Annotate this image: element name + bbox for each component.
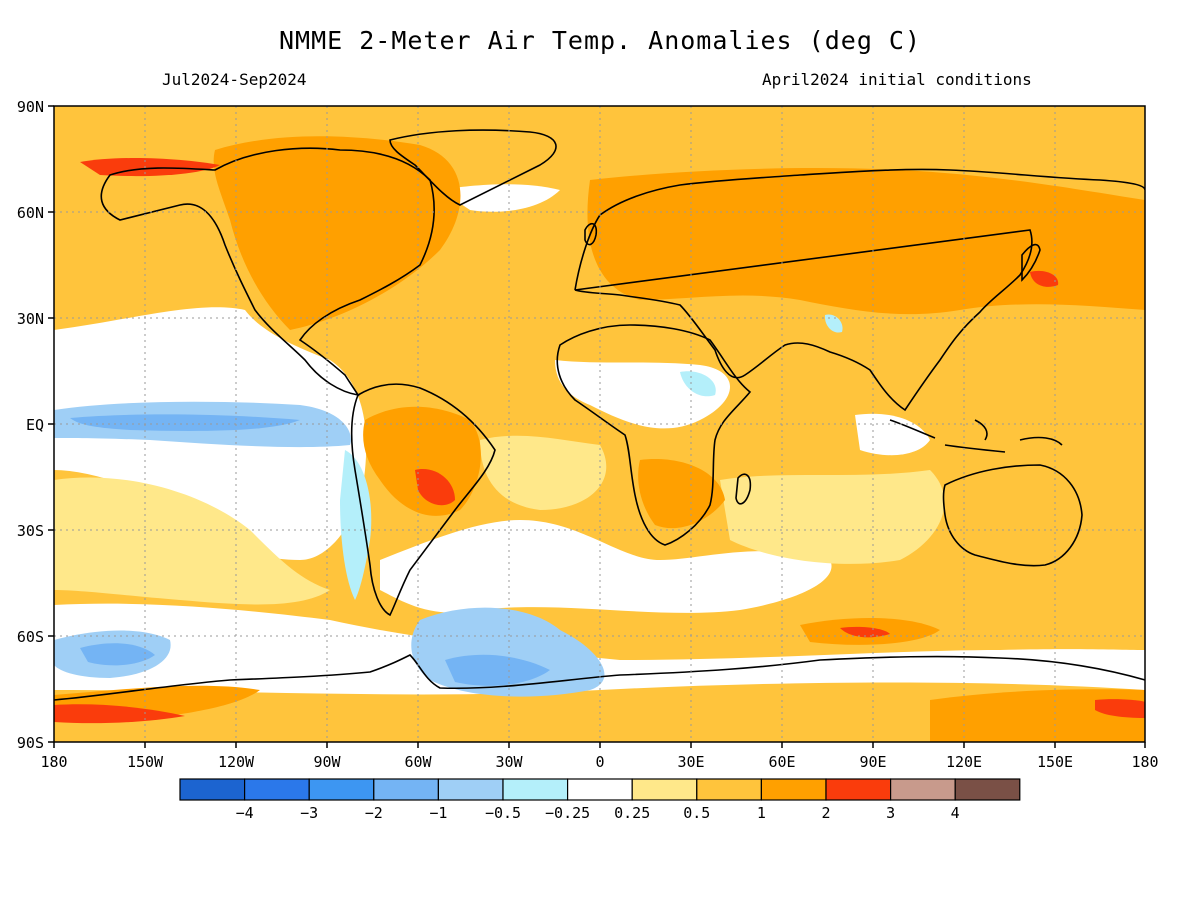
colorbar-tick-label: 0.25 [614,804,650,822]
colorbar-tick-label: 3 [886,804,895,822]
colorbar-cell [179,778,246,801]
lon-label: 90W [313,753,341,771]
anomaly-region-cool-chile-coast [340,450,372,600]
colorbar-tick-label: 0.5 [683,804,710,822]
anomaly-region-colder-equatorial-pacific [70,414,300,431]
lon-label: 30W [495,753,523,771]
lat-label: 90S [17,734,44,752]
lon-label: 30E [677,753,704,771]
colorbar-tick-labels: −4 −3 −2 −1 −0.5 −0.25 0.25 0.5 1 2 3 4 [236,804,960,822]
anomaly-region-hot-southern-ocean [840,626,890,638]
colorbar-tick-label: 4 [951,804,960,822]
anomaly-region-hot-beaufort [80,158,220,177]
colorbar-tick-label: −3 [300,804,318,822]
lon-label: 180 [1131,753,1158,771]
lat-label: 60S [17,628,44,646]
lat-label: EQ [26,416,44,434]
coast-greenland [389,129,557,206]
map-title: NMME 2-Meter Air Temp. Anomalies (deg C) [278,26,922,55]
coast-madagascar [735,473,752,505]
coast-north-america [100,147,435,397]
lat-label: 30S [17,522,44,540]
colorbar-cell [373,778,439,801]
coast-uk [584,222,598,246]
colorbar-cell [696,778,762,801]
colorbar-cell [244,778,310,801]
colorbar-cell [954,778,1021,801]
lon-label: 60E [768,753,795,771]
longitude-axis: 180 150W 120W 90W 60W 30W 0 30E 60E 90E … [40,742,1159,771]
colorbar-tick-label: −0.25 [545,804,590,822]
anomaly-region-warm-northamerica [213,136,461,330]
lon-label: 120W [218,753,255,771]
anomaly-region-cool-eastafrica [680,371,716,397]
anomaly-region-neutral-arctic [440,184,560,212]
colorbar-cell [437,778,504,801]
coastlines [54,129,1145,701]
anomaly-region-neutral-indian [855,413,930,456]
colorbar-cell [825,778,892,801]
lat-label: 60N [17,204,44,222]
colorbar-tick-label: 2 [821,804,830,822]
coast-europe-asia [574,168,1145,412]
colorbar-tick-label: −2 [365,804,383,822]
colorbar-tick-label: −1 [429,804,447,822]
coast-japan [1021,243,1041,282]
lon-label: 90E [859,753,886,771]
anomaly-region-light-south-pacific [54,477,330,605]
colorbar-cell [308,778,375,801]
colorbar: −4 −3 −2 −1 −0.5 −0.25 0.25 0.5 1 2 3 4 [179,778,1021,822]
anomaly-region-warm-eurasia [587,168,1145,315]
anomaly-region-hot-brazil [415,469,455,506]
colorbar-cell [631,778,698,801]
anomaly-region-colder-south-pacific [80,643,155,666]
latitude-axis: 90N 60N 30N EQ 30S 60S 90S [17,98,54,752]
forecast-period: Jul2024-Sep2024 [162,70,307,89]
anomaly-region-hot-japan [1030,270,1059,287]
anomaly-region-hot-ross-sea [54,704,185,724]
colorbar-cell [760,778,827,801]
anomaly-region-cool-india [824,314,843,333]
colorbar-cell [502,778,569,801]
anomaly-region-light-atlantic [480,435,607,510]
lon-label: 0 [595,753,604,771]
lon-label: 150W [127,753,164,771]
colorbar-cells [179,778,1021,801]
colorbar-cell [566,778,633,801]
lon-label: 120E [946,753,982,771]
lon-label: 60W [404,753,432,771]
lon-label: 150E [1037,753,1073,771]
graticule [54,106,1145,742]
coast-indonesia [889,419,1063,453]
colorbar-tick-label: −0.5 [485,804,521,822]
lat-label: 90N [17,98,44,116]
colorbar-tick-label: −4 [236,804,254,822]
anomaly-region-warm-southernafrica [638,459,725,529]
anomaly-region-warm-antarctic-east [930,689,1145,742]
lat-label: 30N [17,310,44,328]
coast-antarctica [54,654,1145,701]
coast-australia [942,464,1083,567]
map-plot-area [53,105,1146,743]
colorbar-cell [889,778,956,801]
anomaly-region-neutral-southatlantic [380,520,832,613]
anomaly-region-hot-antarctic-east [1095,699,1145,718]
initial-conditions: April2024 initial conditions [762,70,1032,89]
anomaly-region-colder-weddell [445,654,550,686]
coast-africa [556,324,752,546]
anomaly-region-light-indian [720,470,945,564]
colorbar-tick-label: 1 [757,804,766,822]
coast-south-america [350,383,496,617]
lon-label: 180 [40,753,67,771]
